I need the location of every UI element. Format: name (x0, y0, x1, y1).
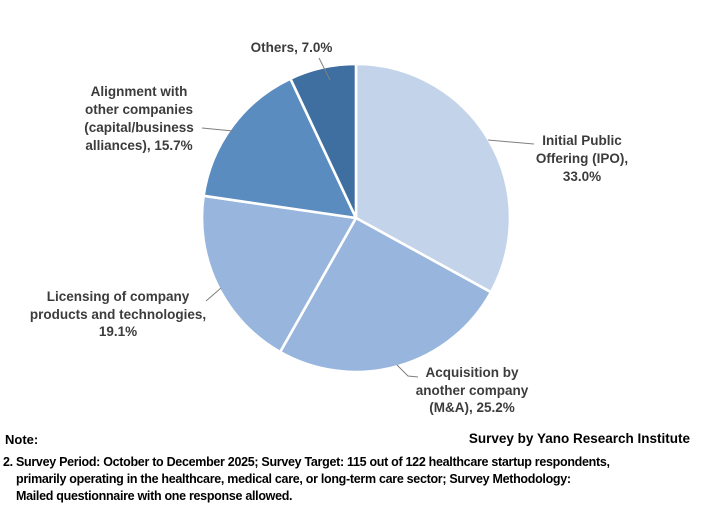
note-line-2: primarily operating in the healthcare, m… (16, 472, 571, 486)
leader-line-ma (396, 364, 419, 378)
note-line-1: 2. Survey Period: October to December 20… (3, 455, 610, 469)
slice-label-alliance: Alignment with other companies (capital/… (84, 84, 194, 153)
slice-label-ma: Acquisition by another company (M&A), 25… (415, 365, 529, 415)
pie-slice-others (289, 62, 358, 220)
leader-line-alliance (201, 127, 234, 132)
pie-slices (200, 62, 512, 374)
slice-label-ipo: Initial Public Offering (IPO), 33.0% (535, 133, 629, 184)
pie-slice-alliance (202, 77, 358, 220)
leader-line-licensing (205, 287, 222, 302)
leader-lines (201, 57, 535, 378)
note-line-3: Mailed questionnaire with one response a… (16, 489, 293, 503)
note-label: Note: (5, 432, 39, 447)
note-body: 2. Survey Period: October to December 20… (3, 454, 701, 505)
slice-label-others: Others, 7.0% (250, 40, 333, 55)
leader-line-others (318, 57, 331, 81)
slice-label-licensing: Licensing of company products and techno… (29, 289, 207, 339)
pie-slice-licensing (200, 194, 358, 354)
leader-line-ipo (487, 139, 535, 145)
attribution-text: Survey by Yano Research Institute (468, 431, 690, 446)
